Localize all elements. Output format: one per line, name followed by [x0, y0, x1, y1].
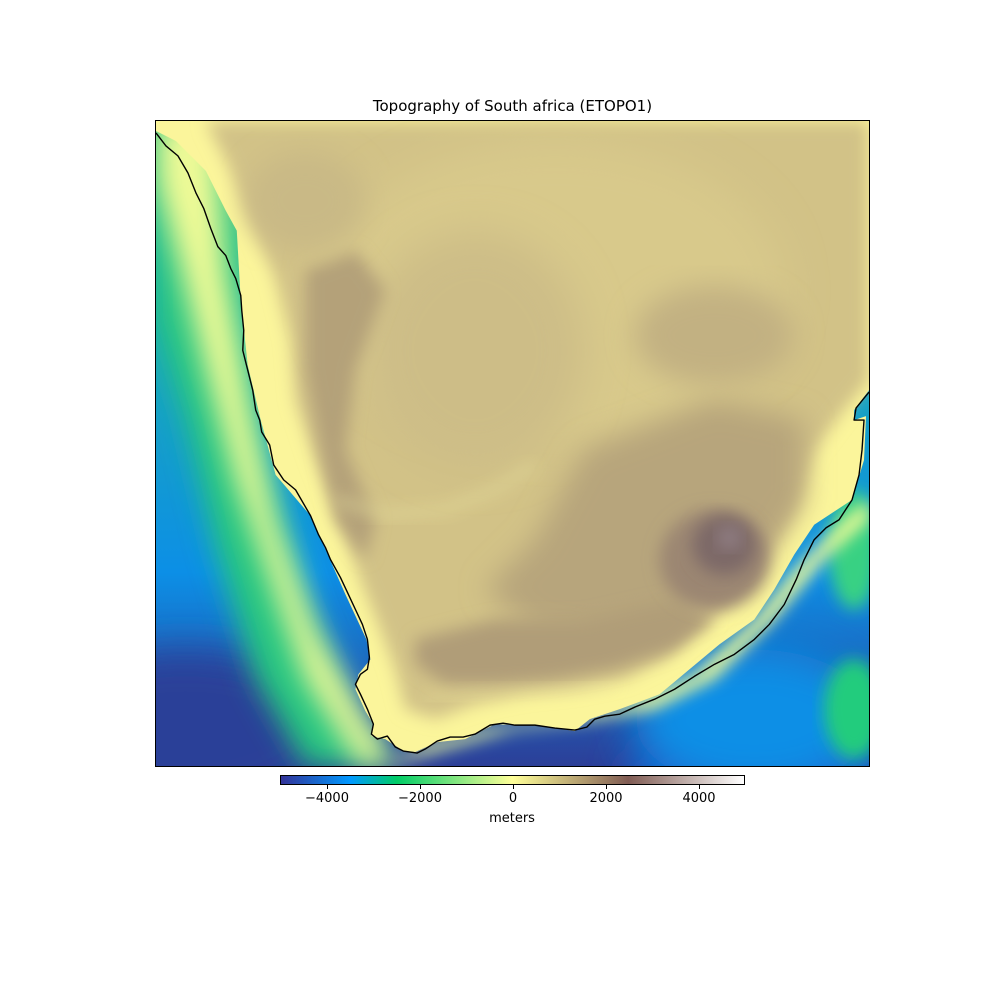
colorbar-tick	[327, 785, 328, 789]
colorbar-tick-label: 2000	[589, 791, 623, 806]
kalahari-basin	[365, 230, 585, 470]
colorbar-tick	[513, 785, 514, 789]
colorbar	[280, 775, 745, 785]
coastline	[156, 132, 869, 754]
colorbar-tick	[420, 785, 421, 789]
map-panel	[155, 120, 870, 767]
southeast-shelf-shallow	[385, 499, 869, 766]
colorbar-tick	[606, 785, 607, 789]
southern-escarpment	[415, 599, 715, 685]
colorbar-tick-label: 4000	[682, 791, 716, 806]
orange-river-valley	[334, 462, 537, 518]
shelf-patch-east	[824, 659, 869, 760]
cape-fold-valleys	[425, 681, 616, 702]
colorbar-tick-label: 0	[508, 791, 518, 806]
northwest-highland	[245, 150, 366, 251]
west-shelf-shallow	[156, 121, 396, 766]
colorbar-tick-label: −2000	[398, 791, 442, 806]
northeast-highland	[634, 285, 795, 386]
colorbar-tick	[699, 785, 700, 789]
elevation-map	[156, 121, 869, 766]
colorbar-tick-label: −4000	[305, 791, 349, 806]
colorbar-gradient	[281, 776, 744, 784]
great-escarpment-west	[305, 250, 386, 560]
map-title: Topography of South africa (ETOPO1)	[372, 97, 653, 115]
colorbar-unit-label: meters	[489, 811, 535, 826]
drakensberg-peak	[717, 525, 742, 550]
